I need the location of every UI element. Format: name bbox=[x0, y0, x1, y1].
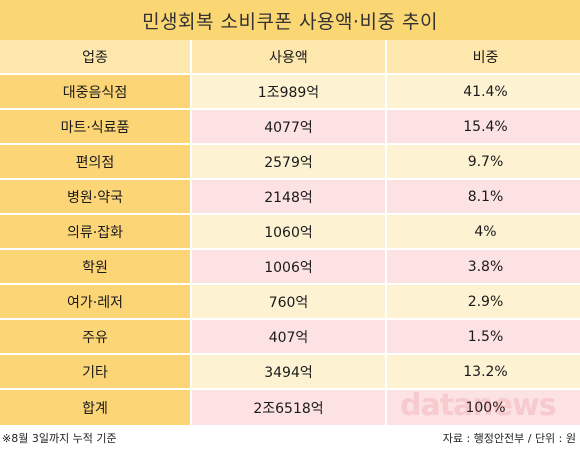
row-amount: 1060억 bbox=[191, 214, 387, 250]
row-amount: 4077억 bbox=[191, 109, 387, 145]
table-row: 편의점 2579억 9.7% bbox=[0, 144, 580, 180]
row-amount: 3494억 bbox=[191, 354, 387, 390]
table-row: 의류·잡화 1060억 4% bbox=[0, 214, 580, 250]
total-share: 100% bbox=[386, 388, 580, 427]
header-category: 업종 bbox=[0, 40, 192, 75]
row-category: 대중음식점 bbox=[0, 74, 192, 110]
table-row: 병원·약국 2148억 8.1% bbox=[0, 179, 580, 215]
page-title: 민생회복 소비쿠폰 사용액·비중 추이 bbox=[0, 0, 580, 40]
row-amount: 2148억 bbox=[191, 179, 387, 215]
row-category: 여가·레저 bbox=[0, 284, 192, 320]
footer-note: ※8월 3일까지 누적 기준 bbox=[2, 432, 117, 445]
row-share: 4% bbox=[386, 214, 580, 250]
total-amount: 2조6518억 bbox=[191, 388, 387, 427]
row-amount: 1조989억 bbox=[191, 74, 387, 110]
total-row: 합계 2조6518억 100% bbox=[0, 388, 580, 427]
table-row: 주유 407억 1.5% bbox=[0, 319, 580, 355]
row-category: 마트·식료품 bbox=[0, 109, 192, 145]
row-share: 9.7% bbox=[386, 144, 580, 180]
header-amount: 사용액 bbox=[191, 40, 387, 75]
row-share: 15.4% bbox=[386, 109, 580, 145]
usage-table: 업종 사용액 비중 대중음식점 1조989억 41.4% 마트·식료품 4077… bbox=[0, 40, 580, 427]
row-amount: 1006억 bbox=[191, 249, 387, 285]
row-category: 의류·잡화 bbox=[0, 214, 192, 250]
row-category: 학원 bbox=[0, 249, 192, 285]
row-share: 8.1% bbox=[386, 179, 580, 215]
row-amount: 2579억 bbox=[191, 144, 387, 180]
row-amount: 407억 bbox=[191, 319, 387, 355]
row-share: 41.4% bbox=[386, 74, 580, 110]
row-category: 병원·약국 bbox=[0, 179, 192, 215]
row-share: 1.5% bbox=[386, 319, 580, 355]
table-row: 대중음식점 1조989억 41.4% bbox=[0, 74, 580, 110]
table-row: 마트·식료품 4077억 15.4% bbox=[0, 109, 580, 145]
table-row: 학원 1006억 3.8% bbox=[0, 249, 580, 285]
table-row: 기타 3494억 13.2% bbox=[0, 354, 580, 390]
row-share: 13.2% bbox=[386, 354, 580, 390]
row-category: 편의점 bbox=[0, 144, 192, 180]
row-category: 주유 bbox=[0, 319, 192, 355]
row-amount: 760억 bbox=[191, 284, 387, 320]
row-category: 기타 bbox=[0, 354, 192, 390]
table-header-row: 업종 사용액 비중 bbox=[0, 40, 580, 75]
total-category: 합계 bbox=[0, 388, 192, 427]
header-share: 비중 bbox=[386, 40, 580, 75]
footer: ※8월 3일까지 누적 기준 자료 : 행정안전부 / 단위 : 원 bbox=[0, 428, 580, 450]
row-share: 3.8% bbox=[386, 249, 580, 285]
footer-source: 자료 : 행정안전부 / 단위 : 원 bbox=[442, 432, 576, 445]
row-share: 2.9% bbox=[386, 284, 580, 320]
table-row: 여가·레저 760억 2.9% bbox=[0, 284, 580, 320]
